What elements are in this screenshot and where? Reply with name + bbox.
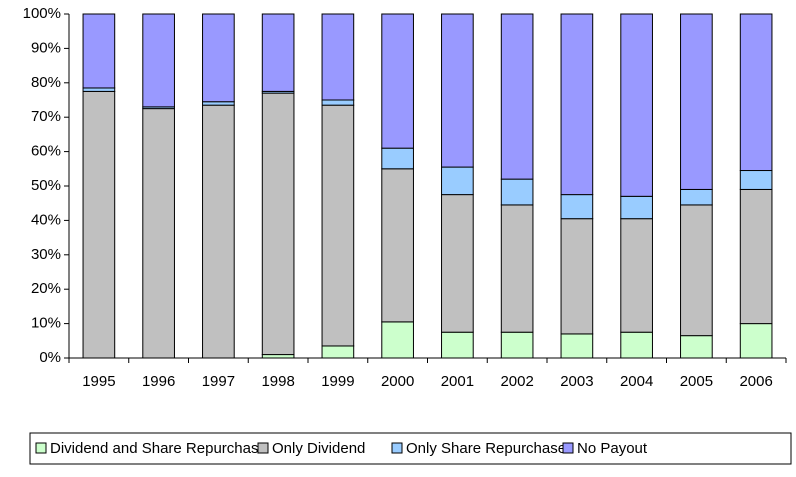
bar-segment	[560, 13, 594, 196]
bar-segment	[441, 331, 474, 359]
bar-segment	[321, 104, 355, 347]
bar-segment	[82, 13, 116, 89]
bar-segment	[620, 195, 653, 220]
legend-box	[29, 432, 792, 465]
legend-label: No Payout	[577, 440, 648, 457]
y-tick-label: 20%	[31, 280, 61, 297]
bar-segment	[261, 92, 295, 356]
bar-segment	[739, 13, 773, 172]
bar-segment	[739, 170, 773, 190]
legend-label: Only Share Repurchase	[406, 440, 566, 457]
y-tick-label: 10%	[31, 315, 61, 332]
bar-segment	[142, 13, 175, 108]
bar-segment	[680, 204, 713, 337]
bar-segment	[321, 345, 355, 359]
bar-segment	[560, 218, 594, 335]
bar-segment	[202, 101, 235, 106]
bar-segment	[321, 13, 355, 101]
x-tick-label: 1996	[142, 373, 175, 390]
bar-segment	[620, 13, 653, 197]
y-tick-label: 30%	[31, 246, 61, 263]
legend-swatch	[391, 442, 403, 454]
y-tick-label: 50%	[31, 177, 61, 194]
x-tick-label: 2000	[381, 373, 414, 390]
x-tick-label: 1999	[321, 373, 354, 390]
y-tick-label: 90%	[31, 39, 61, 56]
x-tick-label: 1997	[202, 373, 235, 390]
bar-segment	[620, 331, 653, 359]
legend-swatch	[257, 442, 269, 454]
y-tick-label: 60%	[31, 143, 61, 160]
bar-segment	[441, 194, 474, 333]
y-tick-label: 100%	[23, 5, 61, 22]
y-tick-label: 40%	[31, 211, 61, 228]
bar-segment	[142, 108, 175, 359]
bar-segment	[739, 323, 773, 359]
x-tick-label: 2006	[739, 373, 772, 390]
x-tick-label: 1998	[261, 373, 294, 390]
legend-label: Dividend and Share Repurchase	[50, 440, 267, 457]
bar-segment	[620, 218, 653, 333]
bar-segment	[202, 13, 235, 103]
y-tick-label: 0%	[39, 349, 61, 366]
legend-label: Only Dividend	[272, 440, 365, 457]
bar-segment	[739, 188, 773, 325]
legend-swatch	[562, 442, 574, 454]
bar-segment	[680, 188, 713, 206]
bar-segment	[500, 331, 534, 359]
y-tick-label: 80%	[31, 74, 61, 91]
bar-segment	[560, 333, 594, 359]
bar-segment	[82, 87, 116, 92]
x-tick-label: 2003	[560, 373, 593, 390]
y-tick-label: 70%	[31, 108, 61, 125]
bar-segment	[500, 178, 534, 206]
legend-swatch	[35, 442, 47, 454]
bar-segment	[680, 13, 713, 190]
bar-segment	[500, 204, 534, 333]
bar-segment	[441, 166, 474, 196]
bar-segment	[381, 168, 414, 323]
bar-segment	[500, 13, 534, 180]
bar-segment	[560, 194, 594, 220]
bar-segment	[82, 90, 116, 359]
bar-segment	[261, 13, 295, 92]
x-tick-label: 2002	[500, 373, 533, 390]
bar-segment	[381, 13, 414, 149]
bar-segment	[261, 354, 295, 359]
x-tick-label: 1995	[82, 373, 115, 390]
bar-segment	[321, 99, 355, 106]
x-tick-label: 2005	[680, 373, 713, 390]
bar-segment	[202, 104, 235, 359]
bar-segment	[381, 147, 414, 170]
bar-segment	[441, 13, 474, 168]
x-tick-label: 2001	[441, 373, 474, 390]
x-tick-label: 2004	[620, 373, 653, 390]
bar-segment	[381, 321, 414, 359]
bar-segment	[680, 335, 713, 359]
